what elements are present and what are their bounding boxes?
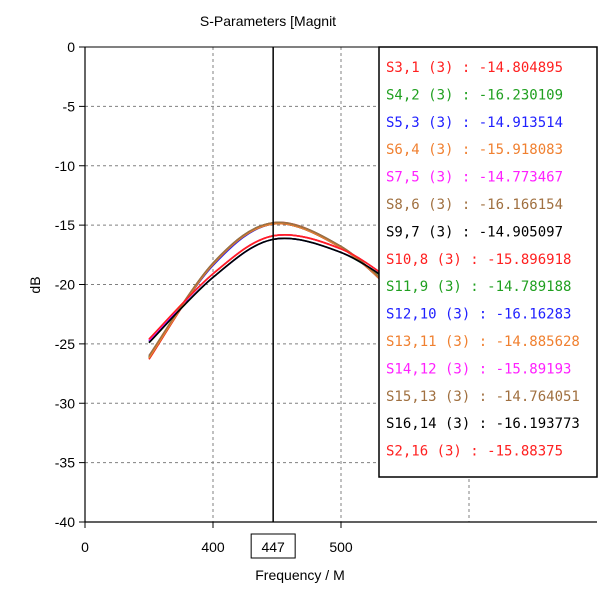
legend-entry: S2,16 (3) : -15.88375 [386, 444, 563, 460]
axes: 0 -5 -10 -15 -20 -25 -30 -35 -40 0 400 500 [55, 39, 597, 555]
y-tick-label: -10 [55, 158, 75, 174]
legend: S3,1 (3) : -14.804895 S4,2 (3) : -16.2301… [378, 46, 598, 478]
y-tick-label: -30 [55, 395, 75, 411]
x-axis-label: Frequency / M [255, 567, 344, 583]
y-tick-label: -15 [55, 217, 75, 233]
y-axis-label: dB [27, 276, 43, 293]
legend-entry: S7,5 (3) : -14.773467 [386, 170, 563, 186]
legend-entry: S6,4 (3) : -15.918083 [386, 142, 563, 158]
legend-entry: S4,2 (3) : -16.230109 [386, 87, 563, 103]
legend-entry: S5,3 (3) : -14.913514 [386, 115, 563, 131]
frequency-marker[interactable]: 447 [250, 47, 296, 559]
legend-entry: S10,8 (3) : -15.896918 [386, 252, 571, 268]
y-tick-label: -25 [55, 336, 75, 352]
marker-label: 447 [261, 539, 285, 555]
marker-label-box [250, 533, 296, 559]
y-tick-label: -5 [63, 98, 76, 114]
legend-entry: S14,12 (3) : -15.89193 [386, 361, 571, 377]
y-tick-label: 0 [67, 39, 75, 55]
y-tick-label: -20 [55, 277, 75, 293]
x-tick-label: 0 [81, 539, 89, 555]
legend-box [378, 46, 598, 478]
legend-entry: S8,6 (3) : -16.166154 [386, 197, 563, 213]
y-tick-label: -40 [55, 514, 75, 530]
legend-entry: S12,10 (3) : -16.16283 [386, 307, 571, 323]
legend-entry: S15,13 (3) : -14.764051 [386, 389, 580, 405]
legend-entry: S16,14 (3) : -16.193773 [386, 416, 580, 432]
x-tick-label: 500 [329, 539, 353, 555]
y-tick-label: -35 [55, 455, 75, 471]
legend-entry: S9,7 (3) : -14.905097 [386, 224, 563, 240]
x-tick-label: 400 [201, 539, 225, 555]
legend-entry: S13,11 (3) : -14.885628 [386, 334, 580, 350]
legend-entry: S3,1 (3) : -14.804895 [386, 60, 563, 76]
chart-title: S-Parameters [Magnit [200, 13, 336, 29]
legend-entry: S11,9 (3) : -14.789188 [386, 279, 571, 295]
